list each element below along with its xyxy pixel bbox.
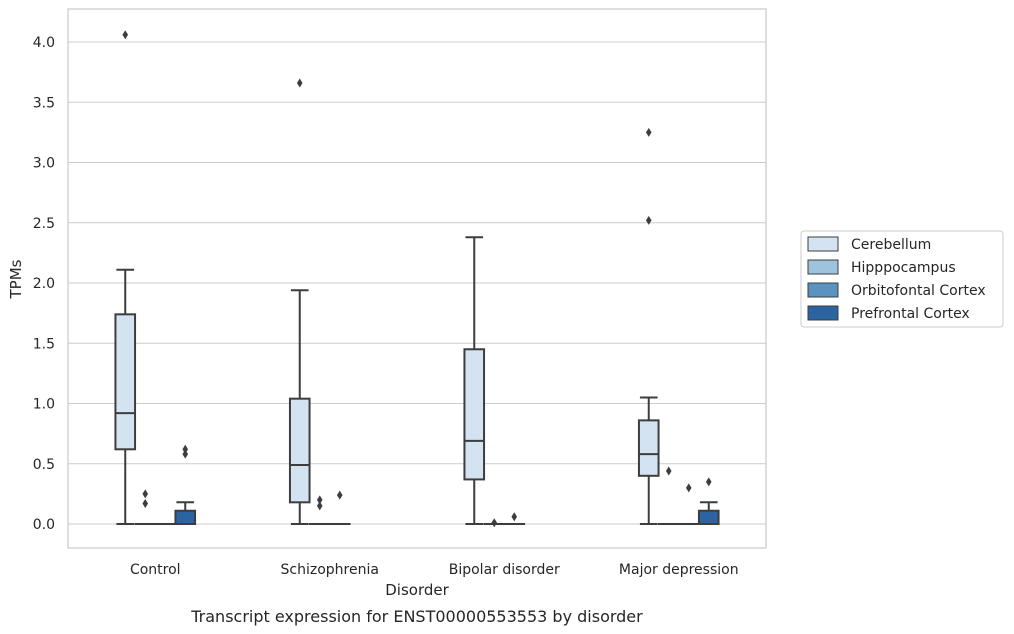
outlier-point [122, 30, 129, 40]
box [174, 444, 197, 525]
outlier-point [685, 483, 692, 493]
series-cerebellum [114, 30, 660, 525]
y-tick-labels: 0.0 0.5 1.0 1.5 2.0 2.5 3.0 3.5 4.0 [33, 35, 55, 533]
outlier-point [182, 444, 189, 454]
outlier-point [182, 449, 189, 459]
y-tick-label: 1.0 [33, 397, 55, 413]
box [288, 78, 311, 525]
outlier-point [296, 78, 303, 88]
x-tick-label: Major depression [619, 562, 739, 578]
y-tick-label: 2.0 [33, 276, 55, 292]
box [463, 236, 486, 525]
y-tick-label: 0.5 [33, 457, 55, 473]
series-hipppocampus [134, 466, 680, 528]
box-iqr [463, 348, 486, 481]
y-tick-label: 0.0 [33, 517, 55, 533]
box [114, 30, 137, 525]
outlier-point [511, 512, 518, 522]
box-iqr [697, 509, 720, 525]
outlier-point [336, 490, 343, 500]
legend-label: Prefrontal Cortex [851, 306, 970, 322]
box-iqr [114, 313, 137, 451]
box [134, 489, 157, 526]
outlier-point [645, 215, 652, 225]
box [637, 127, 660, 525]
outlier-point [491, 518, 498, 528]
y-tick-label: 1.5 [33, 336, 55, 352]
plot-frame [67, 8, 767, 549]
gridlines [68, 41, 766, 525]
box [503, 512, 526, 526]
legend-label: Cerebellum [851, 237, 931, 253]
legend-frame [800, 230, 1004, 328]
legend-swatch [807, 282, 839, 298]
box [657, 466, 680, 526]
box-iqr [637, 419, 660, 477]
series-prefrontal-cortex [174, 444, 720, 525]
box-iqr [288, 397, 311, 504]
box [483, 518, 506, 528]
outlier-point [142, 489, 149, 499]
series-orbitofontal-cortex [154, 483, 700, 526]
box-iqr [174, 509, 197, 525]
box [308, 495, 331, 526]
x-axis-title: Disorder [385, 581, 449, 599]
outlier-point [705, 477, 712, 487]
legend-swatch [807, 236, 839, 252]
legend-label: Hipppocampus [851, 260, 956, 276]
outlier-point [316, 495, 323, 505]
box [328, 490, 351, 526]
box [697, 477, 720, 525]
box [677, 483, 700, 526]
y-tick-label: 2.5 [33, 216, 55, 232]
chart-caption: Transcript expression for ENST0000055355… [190, 607, 643, 626]
y-axis-title: TPMs [7, 259, 25, 299]
y-tick-label: 3.5 [33, 95, 55, 111]
x-tick-label: Schizophrenia [281, 562, 379, 578]
y-tick-label: 4.0 [33, 35, 55, 51]
legend-items: Cerebellum Hipppocampus Orbitofontal Corte… [807, 236, 986, 322]
outlier-point [316, 501, 323, 511]
x-tick-labels: Control Schizophrenia Bipolar disorder Majo… [130, 562, 739, 578]
box-series-layer [114, 30, 720, 528]
outlier-point [665, 466, 672, 476]
outlier-point [142, 499, 149, 509]
legend-swatch [807, 259, 839, 275]
x-tick-label: Control [130, 562, 181, 578]
x-tick-label: Bipolar disorder [449, 562, 560, 578]
y-tick-label: 3.0 [33, 156, 55, 172]
legend-label: Orbitofontal Cortex [851, 283, 986, 299]
outlier-point [645, 127, 652, 137]
legend: Cerebellum Hipppocampus Orbitofontal Corte… [800, 230, 1004, 328]
legend-swatch [807, 305, 839, 321]
